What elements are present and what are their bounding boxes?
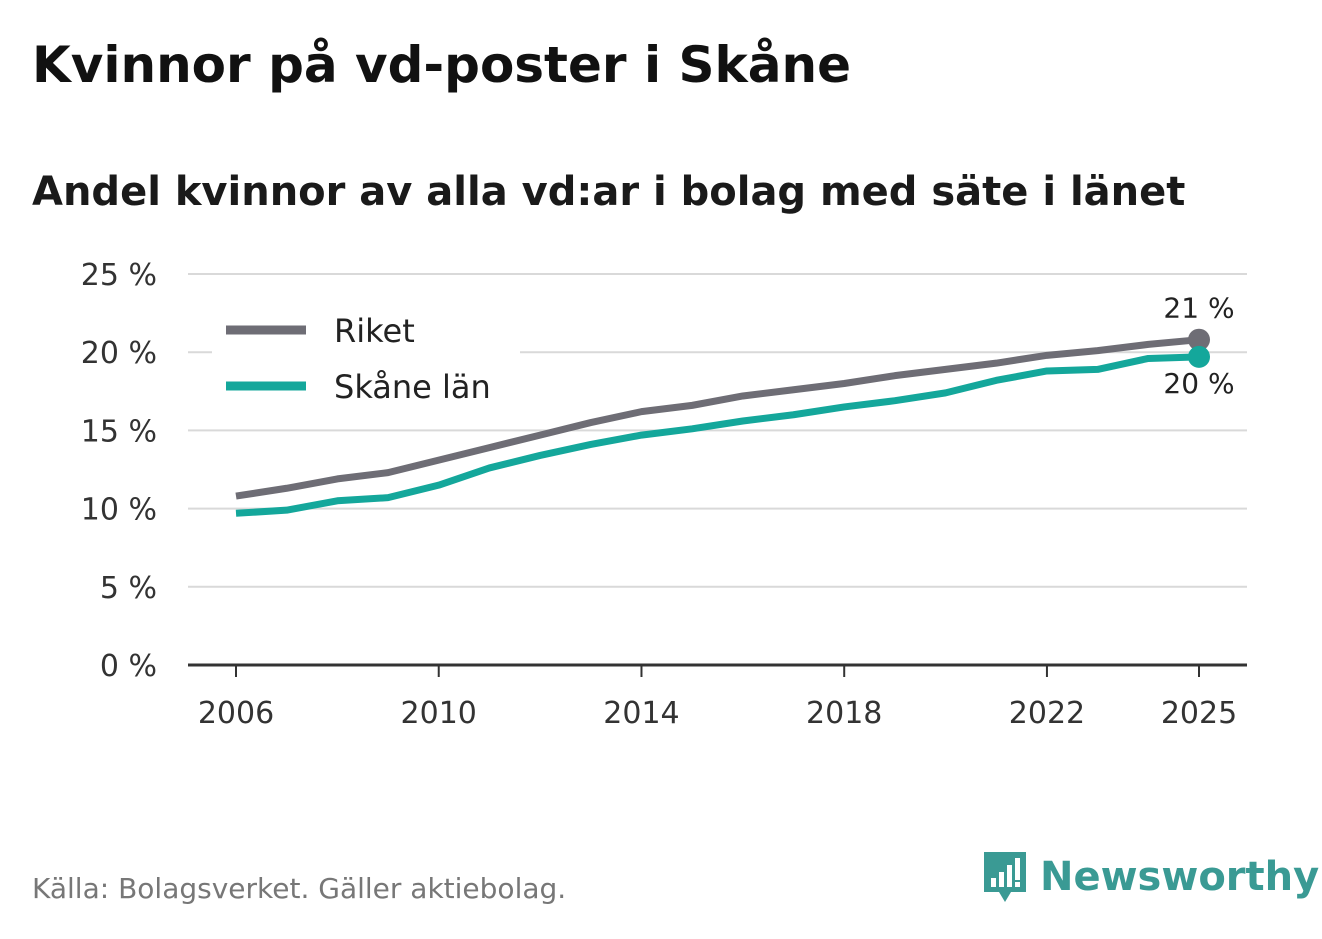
series-line-1 [235, 353, 1200, 517]
x-tick-label: 2018 [806, 696, 882, 731]
x-axis: 2006 2010 2014 2018 2022 2025 [188, 663, 1247, 731]
brand-name: Newsworthy [1040, 854, 1320, 900]
legend-label-0: Riket [334, 312, 415, 350]
y-axis-ticks: 0 % 5 % 10 % 15 % 20 % 25 % [81, 258, 157, 684]
x-tick-label: 2010 [401, 696, 477, 731]
legend-background [212, 300, 520, 422]
chart-subtitle: Andel kvinnor av alla vd:ar i bolag med … [32, 169, 1186, 215]
y-tick-label: 5 % [100, 571, 157, 606]
y-tick-label: 10 % [81, 493, 157, 528]
legend: Riket Skåne län [212, 300, 520, 422]
x-tick-label: 2014 [603, 696, 679, 731]
series-end-marker-0 [1188, 328, 1210, 351]
series-line-0 [235, 336, 1200, 500]
newsworthy-logo-icon [984, 852, 1026, 902]
end-value-label-1: 20 % [1163, 367, 1234, 400]
legend-label-1: Skåne län [334, 368, 491, 406]
y-tick-label: 0 % [100, 649, 157, 684]
end-value-label-0: 21 % [1163, 292, 1234, 325]
y-tick-label: 15 % [81, 414, 157, 449]
y-tick-label: 25 % [81, 258, 157, 293]
series-lines: 21 % 20 % [235, 292, 1235, 517]
source-note: Källa: Bolagsverket. Gäller aktiebolag. [32, 872, 567, 905]
brand-logo: Newsworthy [980, 848, 1319, 906]
y-tick-label: 20 % [81, 336, 157, 371]
series-end-marker-1 [1188, 345, 1210, 368]
chart-title: Kvinnor på vd-poster i Skåne [32, 36, 851, 94]
x-tick-label: 2025 [1161, 696, 1237, 731]
x-tick-label: 2022 [1009, 696, 1085, 731]
x-tick-label: 2006 [198, 696, 274, 731]
